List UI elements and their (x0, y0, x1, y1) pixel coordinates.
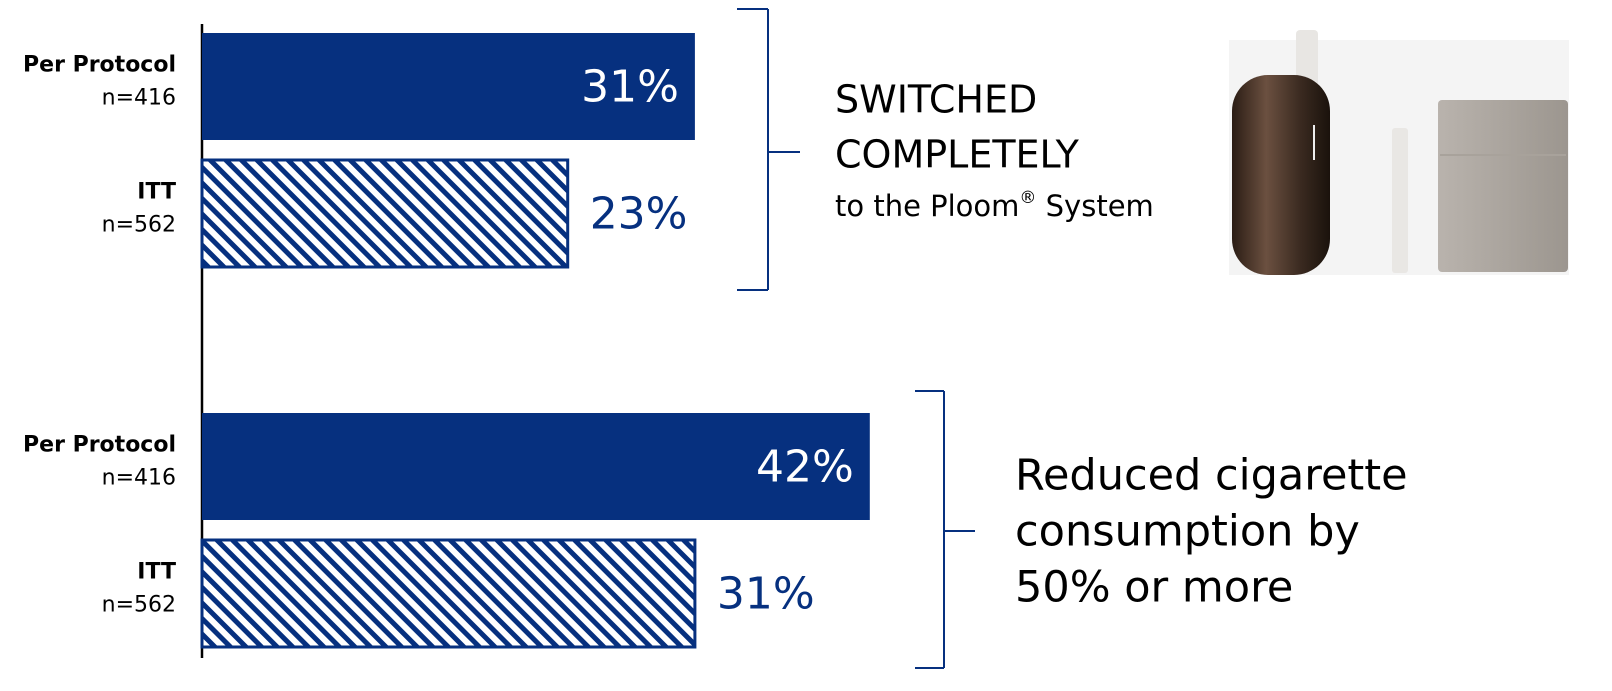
page: 31% Per Protocol n=416 23% ITT n=562 42% Per Pr… (0, 0, 1612, 691)
annotation-line: consumption by (1015, 507, 1360, 557)
annotation-line: Reduced cigarette (1015, 451, 1408, 501)
series-n: n=416 (102, 86, 176, 111)
annotation-sub-part: to the Ploom (835, 189, 1019, 223)
series-n: n=562 (102, 213, 176, 238)
annotation-line: SWITCHED (835, 78, 1037, 122)
series-n: n=562 (102, 593, 176, 618)
series-n: n=416 (102, 466, 176, 491)
bar (202, 540, 695, 647)
annotation-sub: to the Ploom® System (835, 188, 1154, 223)
annotation-line: COMPLETELY (835, 133, 1080, 177)
value-label: 31% (581, 62, 679, 113)
bar (202, 160, 568, 267)
value-label: 23% (590, 189, 688, 240)
annotation-sub-part: System (1036, 189, 1153, 223)
annotation-line: 50% or more (1015, 563, 1293, 613)
product-image (1229, 30, 1569, 275)
annotation-sub-part: ® (1019, 188, 1036, 208)
series-name: Per Protocol (23, 53, 176, 78)
series-name: Per Protocol (23, 433, 176, 458)
chart: 31% Per Protocol n=416 23% ITT n=562 42% Per Pr… (0, 0, 1612, 691)
series-name: ITT (137, 180, 176, 205)
value-label: 42% (756, 442, 854, 493)
value-label: 31% (717, 569, 815, 620)
series-name: ITT (137, 560, 176, 585)
